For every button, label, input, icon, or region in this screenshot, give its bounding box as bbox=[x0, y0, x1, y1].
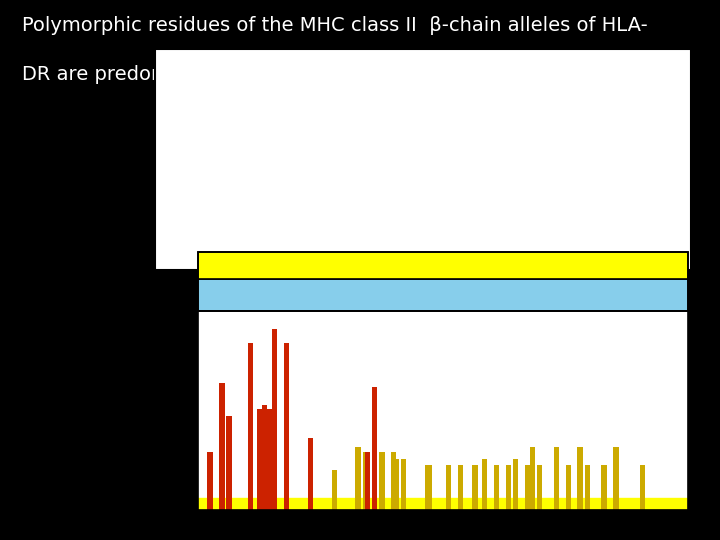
Bar bbox=[525, 465, 530, 510]
Bar bbox=[267, 409, 272, 510]
Point bbox=[582, 127, 594, 136]
Bar bbox=[401, 460, 406, 510]
Bar bbox=[307, 437, 313, 510]
Bar bbox=[372, 387, 377, 510]
Point bbox=[534, 179, 545, 187]
Bar bbox=[601, 465, 607, 510]
Bar bbox=[613, 447, 618, 510]
Bar bbox=[207, 452, 212, 510]
Text: $\alpha_2$: $\alpha_2$ bbox=[354, 179, 372, 195]
Bar bbox=[356, 447, 361, 510]
Bar bbox=[198, 497, 688, 510]
Text: $\beta_2$: $\beta_2$ bbox=[517, 255, 536, 276]
Bar bbox=[365, 452, 370, 510]
Bar bbox=[225, 159, 274, 215]
Bar bbox=[427, 465, 432, 510]
Point bbox=[452, 199, 464, 207]
Point bbox=[545, 143, 557, 152]
Bar bbox=[494, 465, 499, 510]
Bar bbox=[248, 343, 253, 510]
Bar bbox=[379, 452, 384, 510]
Bar bbox=[530, 447, 535, 510]
Bar bbox=[446, 465, 451, 510]
Bar bbox=[565, 465, 571, 510]
Bar bbox=[506, 465, 511, 510]
Bar bbox=[225, 123, 274, 156]
Bar bbox=[220, 383, 225, 510]
Point bbox=[499, 167, 510, 176]
Bar bbox=[292, 159, 342, 215]
Point bbox=[600, 119, 611, 127]
Bar bbox=[292, 96, 342, 156]
Bar bbox=[585, 465, 590, 510]
X-axis label: Residue: Residue bbox=[415, 538, 470, 540]
Bar bbox=[425, 465, 430, 510]
Bar bbox=[554, 447, 559, 510]
Bar bbox=[513, 460, 518, 510]
Point bbox=[490, 195, 502, 204]
Text: $\beta_2$: $\beta_2$ bbox=[197, 178, 214, 197]
Text: $\beta_1$: $\beta_1$ bbox=[296, 255, 315, 276]
Text: DR are predominantly in the antigen-binding cleft of the molecule: DR are predominantly in the antigen-bind… bbox=[22, 65, 665, 84]
Bar bbox=[258, 409, 263, 510]
Text: $\alpha_1$: $\alpha_1$ bbox=[354, 118, 372, 133]
Bar bbox=[472, 465, 477, 510]
Text: Polymorphic residues of the MHC class II  β-chain alleles of HLA-: Polymorphic residues of the MHC class II… bbox=[22, 16, 647, 35]
Bar bbox=[225, 96, 274, 123]
Point bbox=[562, 135, 574, 144]
Bar bbox=[363, 452, 368, 510]
Bar bbox=[394, 460, 399, 510]
Bar bbox=[482, 460, 487, 510]
Bar bbox=[331, 470, 337, 510]
Point bbox=[522, 155, 534, 164]
Bar bbox=[391, 452, 397, 510]
Bar bbox=[577, 447, 582, 510]
Bar bbox=[537, 465, 542, 510]
Bar bbox=[271, 329, 277, 510]
Point bbox=[475, 181, 487, 190]
Text: MHC class II variability: MHC class II variability bbox=[345, 287, 541, 302]
Bar bbox=[262, 405, 268, 510]
Text: $\beta_1$: $\beta_1$ bbox=[197, 116, 214, 135]
Bar bbox=[639, 465, 645, 510]
Point bbox=[618, 111, 629, 120]
Bar bbox=[284, 343, 289, 510]
Bar bbox=[458, 465, 464, 510]
Bar bbox=[226, 416, 232, 510]
